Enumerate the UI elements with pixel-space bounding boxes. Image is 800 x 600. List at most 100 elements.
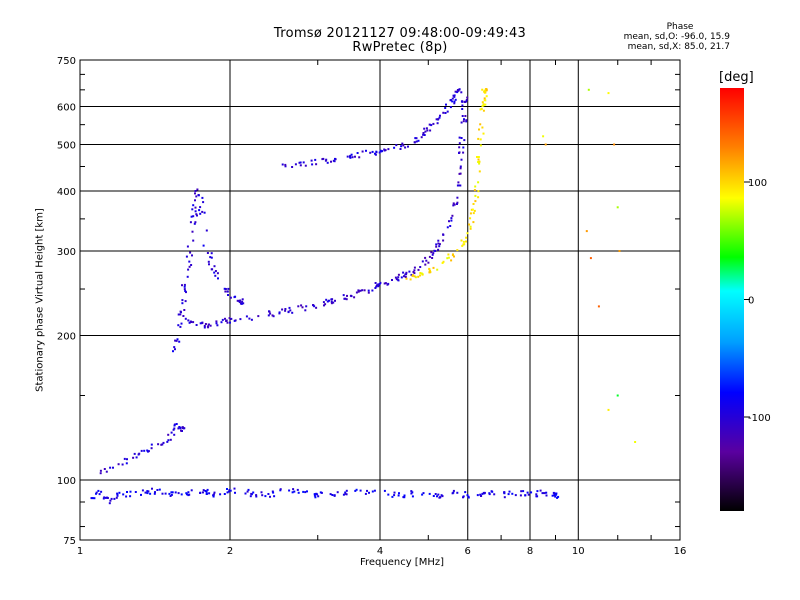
data-point [459,167,462,170]
data-point [116,492,119,495]
data-point [420,272,423,275]
data-point [109,466,112,469]
data-point [226,321,229,324]
data-point [224,290,227,293]
data-point [162,441,165,444]
data-point [202,201,205,204]
data-point [103,468,106,470]
data-point [477,181,480,184]
data-point [171,491,174,494]
data-point [450,99,452,102]
data-point [300,304,303,307]
data-point [378,282,381,285]
data-point [476,494,479,497]
data-point [457,181,460,184]
data-point [471,208,474,211]
data-point [330,300,333,303]
data-point [177,313,180,316]
data-point [269,312,272,315]
x-tick-label: 2 [227,546,233,557]
data-point [478,128,480,131]
data-point [177,492,180,495]
data-point [199,322,202,325]
data-point [210,268,213,271]
data-point [172,350,174,353]
data-point [297,305,300,308]
data-point [377,285,380,288]
data-point [376,284,378,287]
data-point [284,309,287,312]
data-point [284,163,287,166]
data-point [419,266,422,268]
data-point [185,492,188,495]
data-point [441,262,444,264]
data-point [397,494,400,497]
data-point [180,322,183,325]
data-point [178,426,181,428]
data-point [190,489,193,492]
data-point [383,489,386,492]
data-point [466,96,469,99]
y-tick-label: 600 [57,103,76,114]
data-point [453,100,456,103]
data-point [272,315,275,318]
data-point [536,490,539,493]
data-point [482,132,485,135]
data-point [333,160,336,163]
data-point [457,89,459,91]
data-point [255,495,258,498]
data-point [460,137,463,139]
data-point [137,453,140,456]
colorbar [720,88,744,511]
data-point [207,323,210,326]
data-point [511,492,514,495]
data-point [186,245,189,248]
data-point [173,433,176,436]
colorbar-label: [deg] [719,70,754,85]
data-point [325,158,328,161]
data-point [423,127,426,130]
data-point [224,317,226,320]
data-point [355,291,358,294]
data-point [297,491,300,494]
data-point [422,133,425,136]
data-point [442,260,445,263]
data-point [146,490,149,493]
data-point [147,450,150,453]
data-point [302,490,305,493]
data-point [465,240,467,243]
data-point [522,490,525,493]
data-point [174,339,177,342]
data-point [464,101,467,103]
data-point [397,276,400,279]
data-point [217,277,219,280]
data-point [445,103,447,106]
data-point [453,255,455,258]
data-point [160,443,163,446]
data-point [316,493,319,496]
data-point [346,155,349,158]
data-point [431,253,434,256]
data-point [464,491,467,494]
data-point [456,184,459,187]
data-point [485,95,488,98]
data-point [428,492,431,495]
data-point [279,489,282,492]
data-point [483,89,486,92]
data-point [183,288,186,291]
data-point [334,157,336,160]
data-point [482,491,485,494]
data-point [397,279,400,282]
data-point [474,200,477,203]
data-point [227,287,230,290]
data-point [141,489,144,492]
y-tick-label: 400 [57,187,76,198]
data-point [220,321,223,324]
data-point [469,227,472,230]
data-point [398,492,400,495]
data-point [462,146,465,149]
data-point [463,118,465,121]
data-point [134,491,137,493]
data-point [350,153,353,156]
data-point [273,495,276,498]
